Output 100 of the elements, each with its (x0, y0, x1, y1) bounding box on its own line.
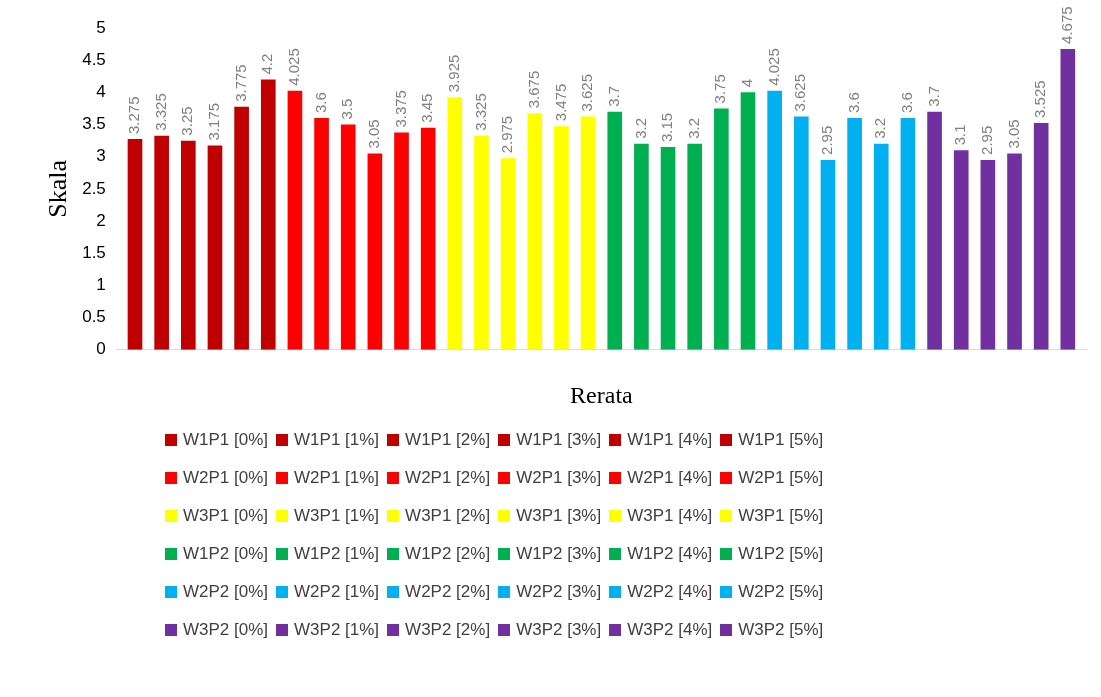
bar (953, 150, 969, 350)
data-label: 3.5 (338, 98, 356, 120)
y-tick-label: 2.5 (82, 178, 106, 198)
data-label: 3.6 (311, 92, 329, 114)
data-label: 2.95 (818, 125, 836, 155)
bar (127, 139, 143, 350)
data-label: 3.325 (471, 93, 489, 131)
data-label: 4.2 (258, 53, 276, 75)
bar (394, 132, 409, 350)
bar (234, 106, 249, 350)
legend-label: W2P2 [3%] (516, 582, 602, 602)
y-tick-label: 4 (96, 82, 106, 102)
y-axis-title: Skala (43, 159, 73, 218)
data-label: 3.925 (444, 54, 462, 93)
data-label: 3.15 (658, 112, 676, 143)
data-label: 2.975 (498, 115, 516, 154)
bar (180, 140, 196, 350)
bar (207, 145, 223, 350)
bar (660, 147, 676, 350)
legend-label: W3P2 [4%] (627, 620, 713, 640)
data-label: 3.525 (1031, 80, 1049, 118)
bar (1033, 122, 1049, 350)
data-label: 4.675 (1057, 6, 1075, 44)
x-axis-title: Rerata (570, 381, 634, 408)
bar (634, 143, 649, 350)
legend-label: W2P1 [3%] (516, 468, 602, 488)
legend-label: W3P1 [3%] (516, 506, 602, 526)
bar (714, 108, 729, 350)
bar (687, 143, 703, 350)
legend-label: W3P1 [2%] (405, 506, 491, 526)
legend-label: W2P1 [2%] (405, 468, 491, 488)
bar (367, 153, 383, 350)
legend-label: W1P1 [2%] (405, 430, 491, 450)
bar (767, 90, 782, 350)
bar (793, 116, 809, 350)
legend-label: W1P2 [0%] (183, 544, 269, 564)
data-label: 3.325 (151, 93, 169, 131)
data-label: 3.475 (551, 83, 569, 122)
data-label: 3.25 (178, 106, 196, 136)
data-label: 3.2 (871, 117, 889, 139)
data-label: 3.775 (231, 64, 249, 102)
bar (420, 127, 436, 350)
data-label: 3.6 (898, 92, 916, 114)
bar (580, 116, 596, 350)
legend-label: W1P2 [5%] (738, 544, 824, 564)
y-tick-label: 1 (96, 275, 106, 295)
legend-label: W3P2 [2%] (405, 620, 491, 640)
bar (847, 118, 862, 350)
bar (340, 124, 356, 350)
data-label: 3.375 (391, 90, 409, 128)
data-label: 3.625 (578, 73, 596, 112)
bar (740, 92, 756, 350)
legend-label: W3P1 [4%] (627, 506, 713, 526)
bar (554, 126, 569, 350)
data-label: 3.7 (604, 85, 622, 107)
data-label: 3.2 (684, 117, 702, 139)
data-label: 3.7 (924, 85, 942, 107)
data-label: 2.95 (978, 125, 996, 155)
bar (820, 159, 836, 350)
legend-label: W2P2 [4%] (627, 582, 713, 602)
data-label: 4.025 (764, 48, 782, 86)
legend-label: W1P2 [4%] (627, 544, 713, 564)
legend-label: W1P2 [1%] (294, 544, 380, 564)
data-label: 3.625 (791, 73, 809, 112)
legend-label: W3P1 [5%] (738, 506, 824, 526)
data-label: 3.2 (631, 117, 649, 139)
y-tick-label: 4.5 (82, 49, 106, 69)
legend-label: W2P2 [1%] (294, 582, 380, 602)
y-tick-label: 0.5 (82, 307, 106, 327)
data-label: 3.6 (844, 92, 862, 114)
bar (154, 135, 169, 350)
data-label: 3.05 (365, 119, 383, 149)
legend-label: W2P1 [4%] (627, 468, 713, 488)
legend-label: W3P2 [1%] (294, 620, 380, 640)
legend-label: W1P1 [0%] (183, 430, 269, 450)
bar (873, 143, 889, 350)
bar (500, 158, 516, 350)
bar (474, 135, 489, 350)
legend-label: W3P2 [0%] (183, 620, 269, 640)
y-tick-label: 3.5 (82, 114, 106, 134)
data-label: 3.175 (205, 102, 223, 141)
y-tick-label: 2 (96, 210, 106, 230)
bar (260, 79, 276, 350)
data-label: 3.275 (125, 96, 143, 135)
y-tick-label: 0 (96, 339, 106, 359)
bar (1007, 153, 1022, 350)
legend-label: W2P2 [0%] (183, 582, 269, 602)
bar (314, 118, 329, 350)
data-label: 4 (738, 79, 756, 88)
legend-label: W3P2 [5%] (738, 620, 824, 640)
legend-label: W2P1 [1%] (294, 468, 380, 488)
legend-label: W2P1 [0%] (183, 468, 269, 488)
data-label: 3.45 (418, 93, 436, 123)
legend-label: W2P1 [5%] (738, 468, 824, 488)
bar (980, 159, 996, 350)
legend-label: W3P1 [0%] (183, 506, 269, 526)
legend-label: W3P1 [1%] (294, 506, 380, 526)
data-label: 4.025 (285, 48, 303, 86)
y-tick-label: 5 (96, 17, 106, 37)
bar (1060, 48, 1076, 350)
